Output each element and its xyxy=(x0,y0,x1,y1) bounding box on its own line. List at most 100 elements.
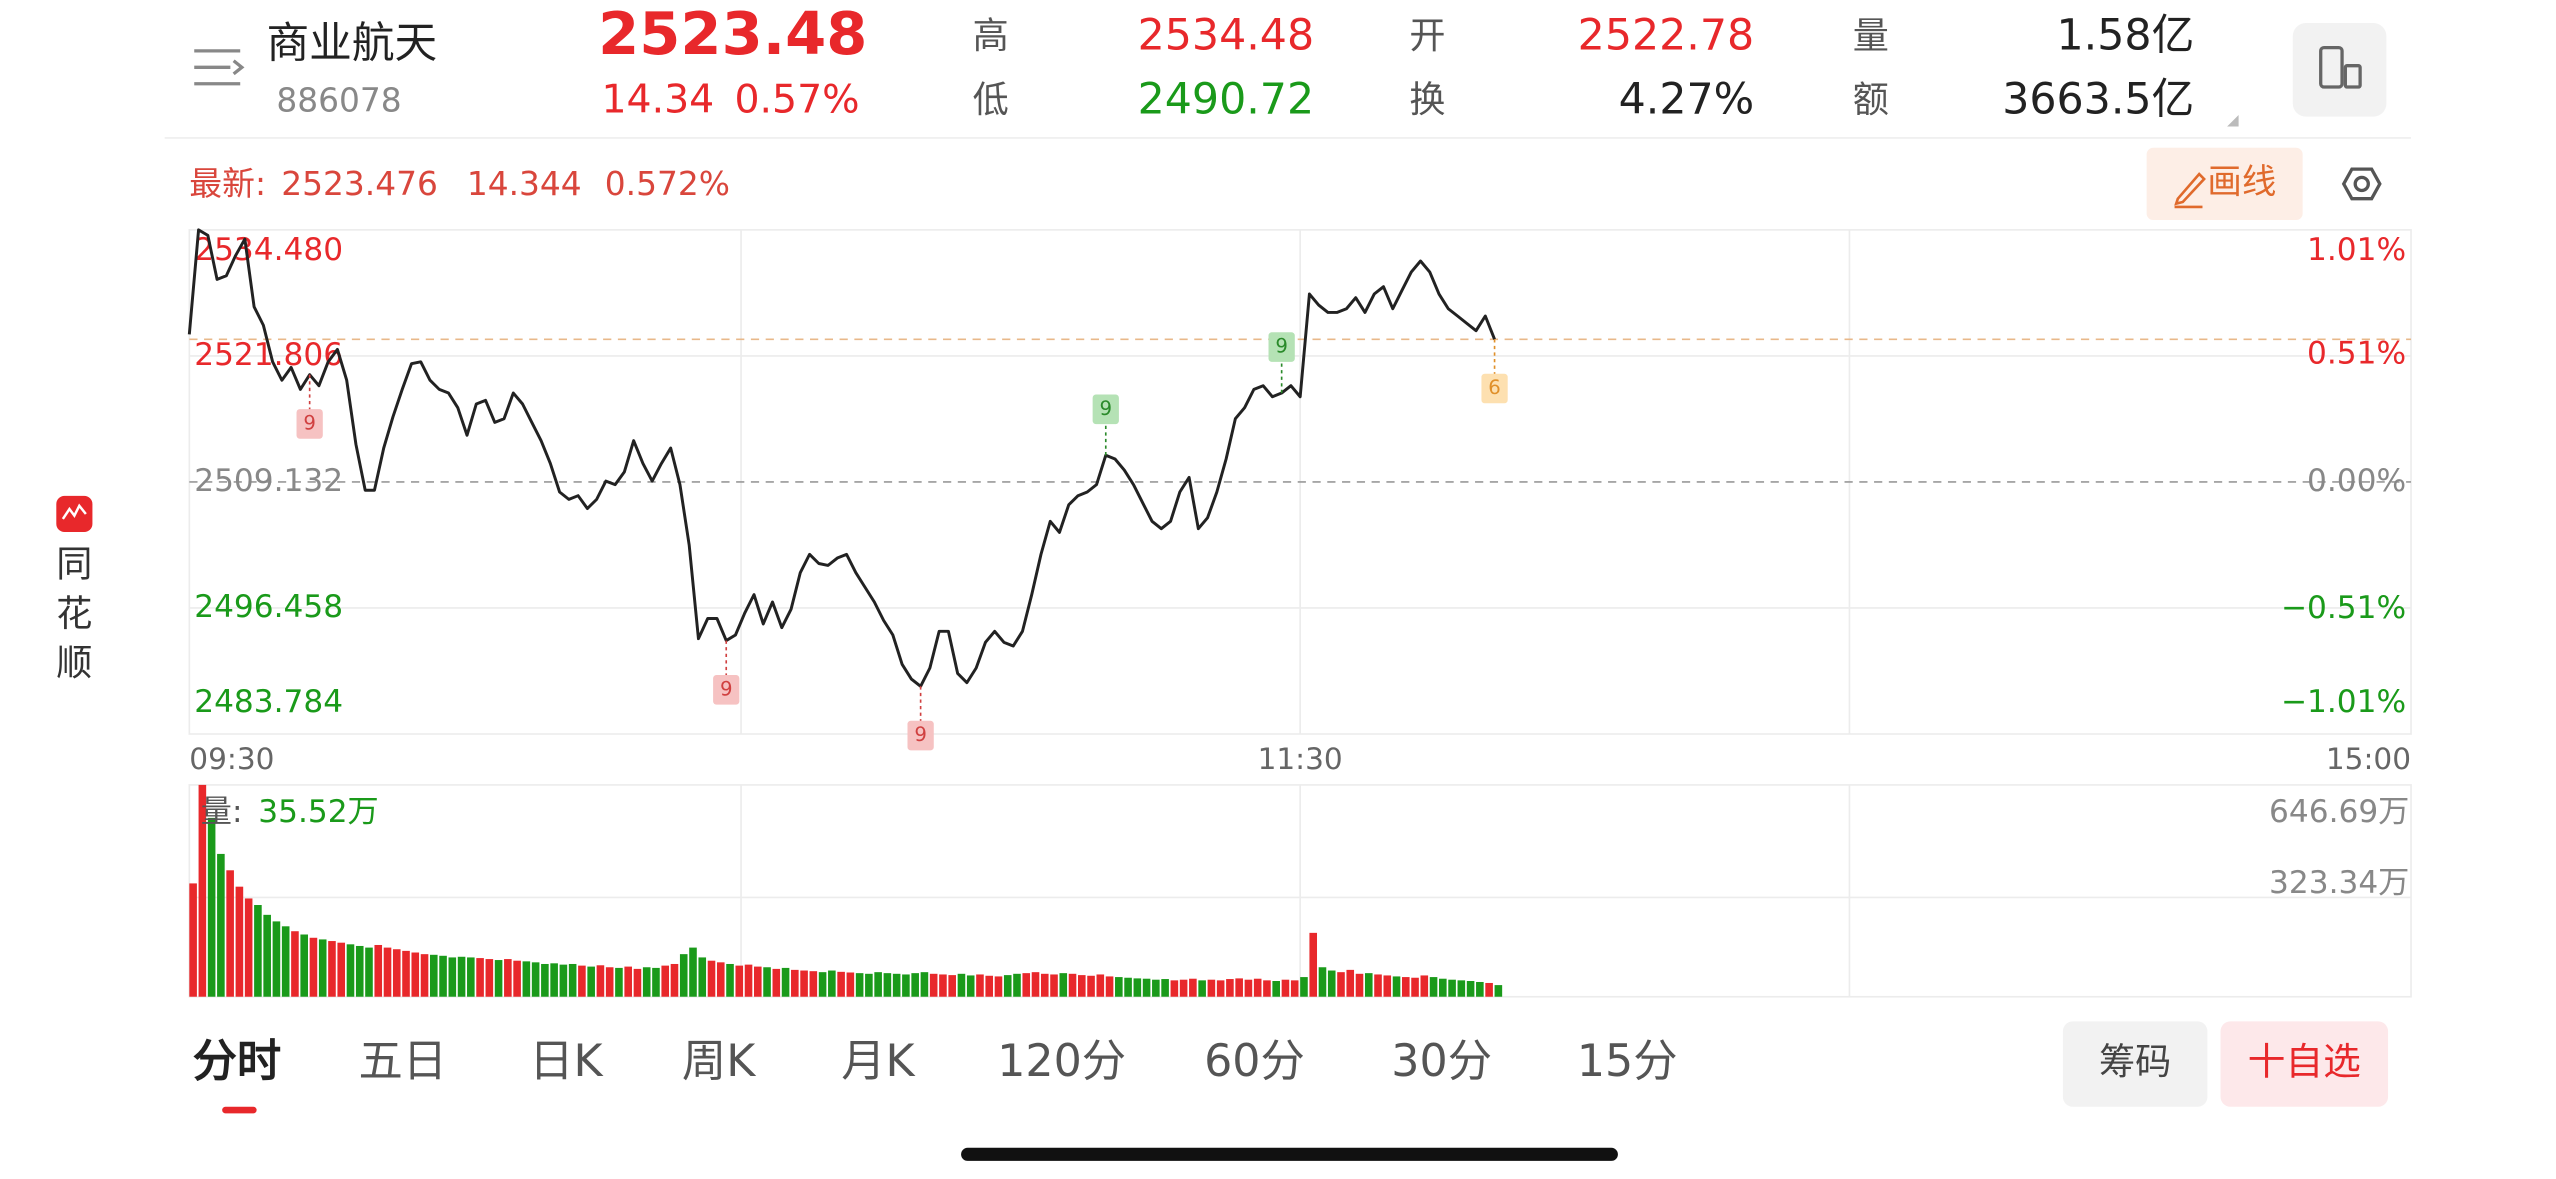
tab[interactable]: 分时 xyxy=(193,1036,282,1087)
settings-button[interactable] xyxy=(2341,167,2382,201)
volume-bar xyxy=(948,975,956,997)
volume-bar xyxy=(652,967,660,997)
annotation-badge xyxy=(296,409,323,439)
volume-bar xyxy=(1170,980,1179,997)
volume-bar xyxy=(309,937,318,997)
annotation-badge xyxy=(713,675,740,705)
volume-bar xyxy=(281,926,290,997)
quote-label: 开 xyxy=(1409,14,1445,57)
quote-label: 额 xyxy=(1853,78,1889,121)
volume-bar xyxy=(1494,985,1503,997)
volume-bar xyxy=(513,960,521,997)
button-label: 筹码 xyxy=(2099,1040,2171,1083)
volume-bar xyxy=(624,966,632,997)
phone-icon xyxy=(2319,45,2344,89)
annotation-label: 9 xyxy=(1275,335,1288,358)
volume-bar xyxy=(1115,977,1123,997)
chips-button[interactable]: 筹码 xyxy=(2062,1021,2208,1107)
volume-bar xyxy=(957,973,966,997)
draw-line-button[interactable]: 画线 xyxy=(2146,147,2303,221)
latest-change-pct: 0.572% xyxy=(605,165,730,203)
volume-bar xyxy=(892,973,901,997)
volume-bar xyxy=(1420,975,1429,997)
volume-bar xyxy=(818,972,827,997)
tab[interactable]: 15分 xyxy=(1577,1036,1678,1087)
quote-value: 2522.78 xyxy=(1578,10,1755,60)
stock-name: 商业航天 xyxy=(266,18,437,68)
y-tick-label: 646.69万 xyxy=(2269,794,2409,830)
volume-bar xyxy=(1161,979,1169,997)
quote-label: 低 xyxy=(973,78,1009,121)
tab[interactable]: 120分 xyxy=(997,1036,1126,1087)
tab[interactable]: 60分 xyxy=(1204,1036,1305,1087)
volume-bar xyxy=(1401,977,1410,997)
volume-bar xyxy=(1244,979,1253,997)
volume-bar xyxy=(1281,979,1290,997)
volume-bar xyxy=(744,964,753,997)
volume-bar xyxy=(615,967,623,997)
tab[interactable]: 五日 xyxy=(358,1036,447,1087)
stock-price: 2523.48 xyxy=(598,0,867,68)
price-line xyxy=(187,228,1496,688)
volume-bar xyxy=(291,931,299,997)
volume-bar xyxy=(429,954,438,997)
volume-bar xyxy=(883,973,892,997)
volume-bar xyxy=(337,942,346,997)
sidebar: 同花顺 xyxy=(56,543,92,685)
volume-bar xyxy=(929,973,938,997)
tab[interactable]: 月K xyxy=(841,1036,915,1087)
button-bg xyxy=(2220,1021,2389,1107)
volume-bar xyxy=(244,898,253,997)
button-bg xyxy=(2062,1021,2208,1107)
volume-bar xyxy=(355,945,364,997)
tab[interactable]: 周K xyxy=(682,1036,756,1087)
volume-bar xyxy=(596,965,605,997)
quote-value: 3663.5亿 xyxy=(2002,74,2194,124)
volume-bar xyxy=(1142,978,1151,997)
volume-bar xyxy=(402,950,410,997)
volume-bar xyxy=(976,974,984,997)
volume-bar xyxy=(1383,975,1392,997)
y2-tick-label: −1.01% xyxy=(2281,684,2406,720)
volume-bar xyxy=(1105,976,1114,997)
volume-bar xyxy=(1124,977,1132,997)
tab[interactable]: 日K xyxy=(529,1036,603,1087)
volume-bar xyxy=(679,954,688,997)
volume-bar xyxy=(189,883,197,997)
y-tick-label: 2534.480 xyxy=(194,232,343,268)
settings-icon xyxy=(2341,167,2382,201)
volume-bar xyxy=(772,968,781,997)
annotation-label: 9 xyxy=(303,411,316,434)
volume-bar xyxy=(374,944,383,997)
quote-value: 1.58亿 xyxy=(2057,10,2195,60)
volume-bar xyxy=(689,947,697,997)
volume-bar xyxy=(874,972,882,997)
screen-toggle-button[interactable] xyxy=(2292,22,2387,117)
volume-bar xyxy=(476,958,484,997)
latest-label: 最新: xyxy=(189,165,266,203)
menu-icon[interactable] xyxy=(194,49,245,86)
volume-bar xyxy=(1050,974,1058,997)
y-tick-label: 2496.458 xyxy=(194,589,343,625)
volume-bar xyxy=(217,853,225,997)
x-tick-label: 09:30 xyxy=(189,742,274,776)
y2-tick-label: 0.51% xyxy=(2307,336,2406,372)
expand-corner[interactable] xyxy=(2227,114,2239,127)
volume-bar xyxy=(1263,980,1271,997)
tab[interactable]: 30分 xyxy=(1391,1036,1492,1087)
quote-value: 2534.48 xyxy=(1138,10,1315,60)
volume-bar xyxy=(1133,978,1142,997)
volume-bar xyxy=(1077,975,1086,997)
volume-bar xyxy=(1392,976,1401,997)
button-bg xyxy=(2146,147,2303,221)
volume-bar xyxy=(800,970,808,997)
add-watchlist-button[interactable]: 十自选 xyxy=(2220,1021,2389,1107)
volume-bar xyxy=(1439,978,1447,997)
volume-bar xyxy=(846,972,855,997)
volume-bar xyxy=(1457,980,1466,997)
stock-code: 886078 xyxy=(276,81,401,119)
volume-bar xyxy=(1485,982,1493,997)
volume-bar xyxy=(661,965,670,997)
volume-bar xyxy=(568,963,577,997)
volume-bar xyxy=(1411,977,1419,997)
